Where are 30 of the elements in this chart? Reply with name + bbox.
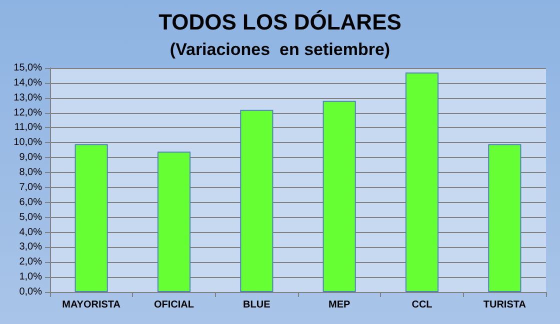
bar xyxy=(322,100,356,292)
y-tick-label: 8,0% xyxy=(19,167,42,178)
y-tick-label: 5,0% xyxy=(19,212,42,223)
y-tick-label: 15,0% xyxy=(14,62,42,74)
y-tick-label: 1,0% xyxy=(19,272,42,283)
y-tick-label: 14,0% xyxy=(14,77,42,88)
bar xyxy=(405,72,439,292)
y-tick-label: 9,0% xyxy=(19,152,42,164)
bar xyxy=(240,110,274,292)
bar xyxy=(488,144,522,292)
chart-title: TODOS LOS DÓLARES xyxy=(158,10,402,34)
x-tick-label: BLUE xyxy=(243,300,271,310)
bar xyxy=(157,152,191,292)
x-tick-label: CCL xyxy=(412,300,432,310)
x-tick-label: MAYORISTA xyxy=(62,300,121,310)
y-tick-label: 13,0% xyxy=(14,92,42,104)
x-tick-label: OFICIAL xyxy=(154,300,194,310)
y-tick-label: 12,0% xyxy=(14,107,42,118)
y-tick-label: 10,0% xyxy=(14,137,42,148)
chart-subtitle: (Variaciones en setiembre) xyxy=(170,40,390,59)
bar xyxy=(74,144,108,292)
y-tick-label: 2,0% xyxy=(19,256,42,268)
y-tick-label: 7,0% xyxy=(19,182,42,193)
y-tick-label: 0,0% xyxy=(19,286,42,298)
y-tick-label: 11,0% xyxy=(14,122,42,134)
x-tick-label: TURISTA xyxy=(483,300,526,310)
y-tick-label: 3,0% xyxy=(19,242,42,253)
y-tick-label: 4,0% xyxy=(19,226,42,238)
y-tick-label: 6,0% xyxy=(19,196,42,208)
x-tick-label: MEP xyxy=(328,300,350,310)
